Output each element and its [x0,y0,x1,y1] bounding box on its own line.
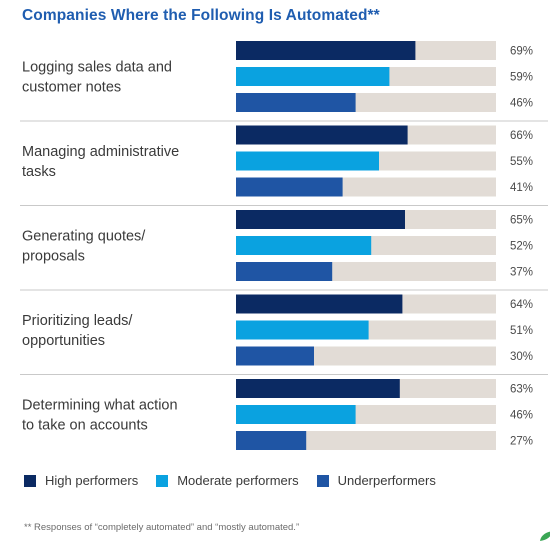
value-label: 63% [510,384,533,396]
category-label-line: opportunities [22,333,105,349]
value-label: 37% [510,267,533,279]
leaf-logo-icon [540,531,550,541]
legend-label-under: Underperformers [337,473,436,488]
category-label-line: to take on accounts [22,418,148,434]
value-label: 59% [510,72,533,84]
legend-label-moderate: Moderate performers [177,473,299,488]
bar-under [236,346,314,366]
bar-moderate [236,405,356,424]
bar-high [236,41,416,60]
category-label: Prioritizing leads/opportunities [22,313,133,349]
category-label-line: proposals [22,249,85,265]
footnote: ** Responses of “completely automated” a… [24,522,300,533]
bar-high [236,294,403,314]
category-label-line: Prioritizing leads/ [22,313,133,329]
value-label: 69% [510,46,533,58]
bar-moderate [236,320,369,340]
value-label: 52% [510,241,533,253]
bar-high [236,210,405,229]
category-label-line: Generating quotes/ [22,229,146,245]
bar-moderate [236,67,390,86]
legend-label-high: High performers [45,473,139,488]
bar-high [236,379,400,398]
category-label-line: Determining what action [22,398,178,414]
category-label: Logging sales data and customer notes [22,60,172,96]
legend-swatch-moderate [156,474,169,487]
value-label: 41% [510,182,533,194]
category-label-line: Logging sales data and [22,60,172,76]
legend-item-under: Underperformers [316,473,436,488]
category-label-line: tasks [22,164,56,180]
category-label-line: Managing administrative [22,144,179,160]
value-label: 66% [510,130,533,142]
bar-under [236,177,343,197]
value-label: 46% [510,98,533,110]
bar-under [236,262,333,281]
bar-moderate [236,151,379,171]
value-label: 46% [510,410,533,422]
value-label: 65% [510,215,533,227]
bar-high [236,125,408,145]
category-label-line: customer notes [22,80,121,96]
chart-title: Companies Where the Following Is Automat… [22,7,380,24]
legend-item-moderate: Moderate performers [156,473,299,488]
value-label: 51% [510,325,533,337]
bar-under [236,431,307,450]
category-label: Determining what action to take on accoun… [22,398,178,434]
bar-under [236,93,356,112]
legend-item-high: High performers [24,473,138,488]
category-label: Generating quotes/proposals [22,229,146,265]
bar-chart: Logging sales data and customer notes 69% 5… [20,41,548,450]
value-label: 64% [510,299,533,311]
value-label: 30% [510,351,533,363]
value-label: 27% [510,436,533,448]
legend-swatch-under [316,474,329,487]
legend-swatch-high [24,474,36,487]
value-label: 55% [510,156,533,168]
chart-legend: High performers Moderate performers Unde… [24,473,454,488]
category-label: Managing administrative tasks [22,144,179,180]
bar-moderate [236,236,372,255]
